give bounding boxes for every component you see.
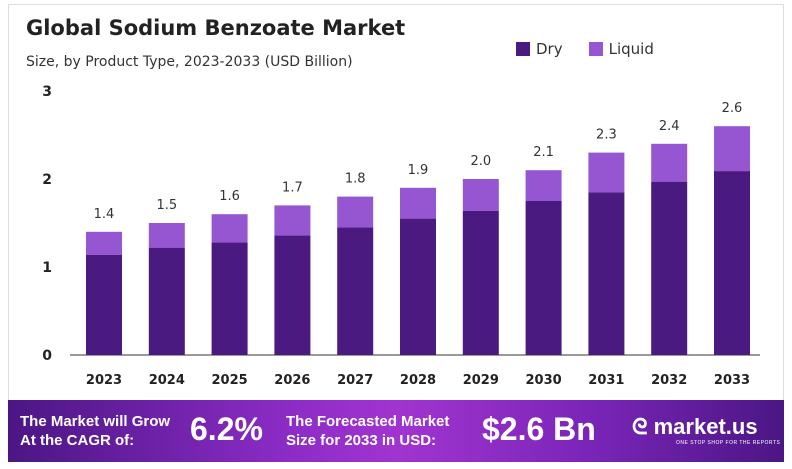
- forecast-value: $2.6 Bn: [482, 411, 596, 447]
- cagr-label: The Market will Grow At the CAGR of:: [20, 413, 171, 449]
- data-label: 1.6: [219, 189, 240, 204]
- bar-liquid: [525, 170, 562, 201]
- bar-dry: [148, 247, 185, 355]
- bar-dry: [400, 218, 436, 355]
- market-us-logo: ᘓ market.us: [632, 414, 758, 439]
- x-tick-label: 2031: [588, 373, 624, 388]
- bar-liquid: [274, 205, 311, 236]
- bar-liquid: [148, 223, 185, 248]
- x-tick-label: 2032: [651, 373, 687, 388]
- x-tick-label: 2024: [149, 373, 185, 388]
- bar-liquid: [211, 214, 248, 243]
- data-label: 1.5: [156, 198, 177, 213]
- bar-dry: [274, 235, 311, 355]
- legend-item-liquid: Liquid: [588, 40, 654, 58]
- y-tick-label: 0: [42, 348, 52, 364]
- x-tick-label: 2025: [212, 373, 248, 388]
- x-tick-label: 2027: [337, 373, 373, 388]
- logo-icon: ᘓ: [632, 414, 648, 439]
- bar-liquid: [714, 126, 750, 172]
- bar-dry: [462, 210, 499, 355]
- bar-dry: [337, 227, 374, 355]
- data-label: 1.9: [408, 163, 429, 178]
- bar-chart: 0 1 2 3 1.4 2023 1.5 2024 1.6 2025 1.7 2026 1.8 2027 1…: [42, 84, 760, 388]
- bar-dry: [651, 181, 688, 355]
- forecast-label: The Forecasted Market Size for 2033 in US…: [286, 413, 450, 449]
- data-label: 1.4: [94, 207, 115, 222]
- legend: Dry Liquid: [516, 40, 654, 58]
- data-label: 1.8: [345, 172, 366, 187]
- data-label: 2.6: [722, 101, 743, 116]
- bar-dry: [86, 254, 122, 355]
- chart-frame: [8, 4, 784, 405]
- bar-dry: [211, 242, 248, 355]
- x-tick-label: 2033: [714, 373, 750, 388]
- x-tick-label: 2029: [463, 373, 499, 388]
- bar-dry: [714, 171, 750, 355]
- chart-title: Global Sodium Benzoate Market: [26, 16, 406, 40]
- data-label: 2.0: [470, 154, 491, 169]
- y-tick-label: 1: [42, 260, 52, 276]
- footer-banner: The Market will Grow At the CAGR of: 6.2%…: [8, 400, 784, 462]
- cagr-value: 6.2%: [190, 411, 263, 447]
- x-tick-label: 2030: [526, 373, 562, 388]
- y-tick-label: 3: [42, 84, 52, 100]
- bar-liquid: [400, 187, 436, 219]
- data-label: 2.3: [596, 128, 617, 143]
- x-tick-label: 2026: [274, 373, 310, 388]
- logo-tagline: ONE STOP SHOP FOR THE REPORTS: [676, 440, 781, 446]
- data-label: 2.1: [533, 145, 554, 160]
- bar-dry: [525, 201, 562, 355]
- data-label: 1.7: [282, 180, 303, 195]
- chart-subtitle: Size, by Product Type, 2023-2033 (USD Bi…: [26, 54, 353, 70]
- bar-liquid: [588, 152, 625, 193]
- bar-liquid: [651, 143, 688, 182]
- x-tick-label: 2023: [86, 373, 122, 388]
- bar-dry: [588, 192, 625, 355]
- data-label: 2.4: [659, 119, 680, 134]
- bar-liquid: [86, 231, 122, 255]
- y-tick-label: 2: [42, 172, 52, 188]
- x-tick-label: 2028: [400, 373, 436, 388]
- bar-liquid: [462, 179, 499, 211]
- bar-liquid: [337, 196, 374, 228]
- legend-item-dry: Dry: [516, 40, 563, 58]
